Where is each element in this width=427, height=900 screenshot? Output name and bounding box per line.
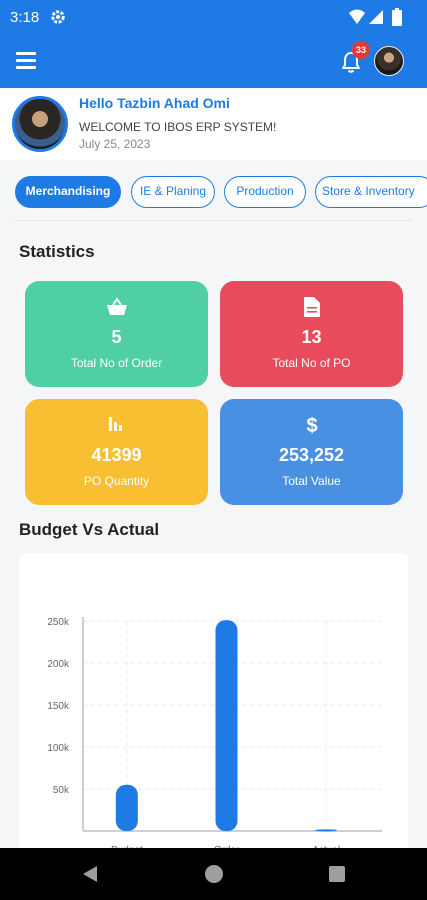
bar-budget xyxy=(115,784,138,831)
notification-badge: 33 xyxy=(352,41,370,59)
y-tick-label: 200k xyxy=(47,659,70,670)
card-label: Total No of Order xyxy=(70,356,163,370)
card-value: 13 xyxy=(301,327,322,347)
tab-merchandising[interactable]: Merchandising xyxy=(15,176,121,208)
basket-icon xyxy=(106,297,127,315)
y-tick-label: 50k xyxy=(53,785,70,796)
y-tick-label: 250k xyxy=(47,617,70,628)
budget-title: Budget Vs Actual xyxy=(19,520,160,539)
tab-store-inventory[interactable]: Store & Inventory xyxy=(315,176,427,208)
y-tick-label: 100k xyxy=(47,743,70,754)
battery-icon xyxy=(392,8,402,26)
bar-actual xyxy=(315,829,338,832)
y-tick-label: 150k xyxy=(47,701,70,712)
svg-text:$: $ xyxy=(306,415,317,435)
bar-order xyxy=(215,620,238,831)
recents-icon[interactable] xyxy=(329,866,345,882)
module-tabs: Merchandising IE & Planing Production St… xyxy=(0,160,427,222)
welcome-text: WELCOME TO IBOS ERP SYSTEM! xyxy=(79,120,277,134)
dollar-icon: $ xyxy=(306,415,317,435)
card-label: PO Quantity xyxy=(83,474,150,488)
bar-chart-icon xyxy=(108,417,122,431)
po-quantity-card[interactable]: 41399 PO Quantity xyxy=(25,399,208,505)
budget-vs-actual-chart: 50k100k150k200k250kBudgetOrderActual xyxy=(47,617,382,853)
card-label: Total No of PO xyxy=(272,356,351,370)
card-label: Total Value xyxy=(282,474,341,488)
status-bar: 3:18 xyxy=(0,0,427,36)
profile-header: Hello Tazbin Ahad Omi WELCOME TO IBOS ER… xyxy=(0,88,427,160)
signal-icon xyxy=(369,10,383,24)
budget-chart-card: 50k100k150k200k250kBudgetOrderActual xyxy=(19,553,408,853)
total-po-card[interactable]: 13 Total No of PO xyxy=(220,281,403,387)
menu-icon[interactable] xyxy=(16,52,36,70)
document-icon xyxy=(303,297,320,317)
total-value-card[interactable]: $ 253,252 Total Value xyxy=(220,399,403,505)
date-text: July 25, 2023 xyxy=(79,137,151,151)
navigation-bar xyxy=(0,848,427,900)
wifi-icon xyxy=(349,9,365,24)
user-avatar[interactable] xyxy=(374,46,404,76)
app-bar: 33 xyxy=(0,36,427,88)
greeting-text: Hello Tazbin Ahad Omi xyxy=(79,95,230,111)
card-value: 253,252 xyxy=(278,445,345,465)
total-orders-card[interactable]: 5 Total No of Order xyxy=(25,281,208,387)
status-time: 3:18 xyxy=(10,9,40,26)
card-value: 41399 xyxy=(91,445,142,465)
card-value: 5 xyxy=(111,327,122,347)
statistics-title: Statistics xyxy=(19,242,95,261)
back-icon[interactable] xyxy=(82,865,98,883)
profile-avatar xyxy=(12,96,68,152)
tab-production[interactable]: Production xyxy=(224,176,306,208)
tab-ie-planing[interactable]: IE & Planing xyxy=(131,176,215,208)
gear-icon xyxy=(51,10,65,24)
divider xyxy=(14,220,413,221)
home-icon[interactable] xyxy=(205,865,223,883)
